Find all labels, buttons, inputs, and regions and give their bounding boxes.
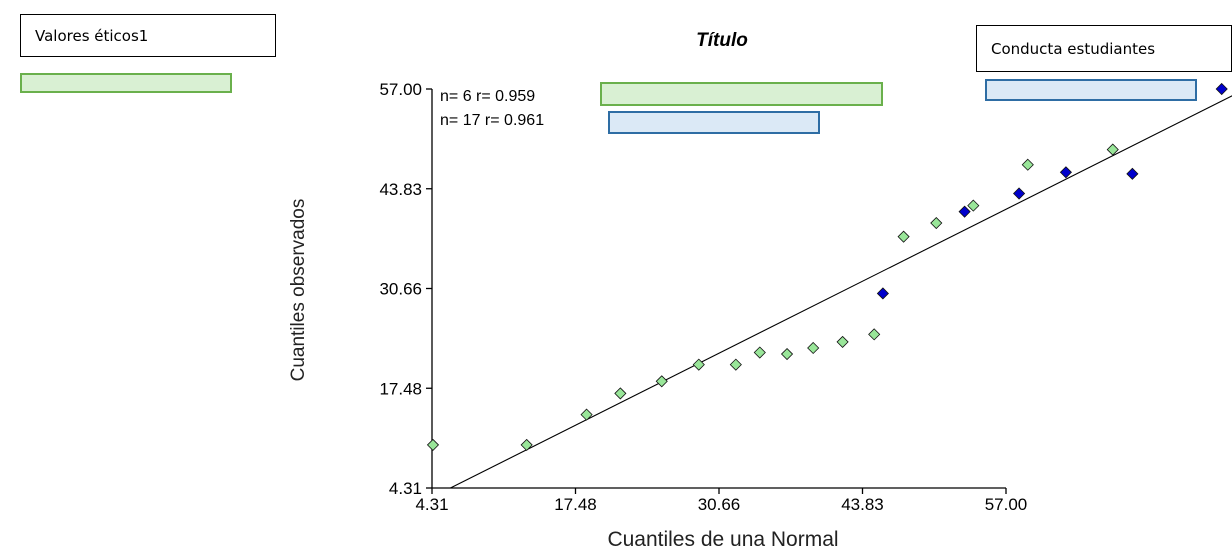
legend-text-valores-eticos: Valores éticos1 bbox=[35, 26, 149, 45]
y-tick-label: 57.00 bbox=[379, 80, 422, 99]
stats-box-valores-eticos bbox=[600, 82, 883, 106]
stats-text: n= 17 r= 0.961 bbox=[440, 112, 544, 129]
data-point-valores-eticos bbox=[807, 341, 820, 355]
y-axis-label: Cuantiles observados bbox=[288, 199, 309, 382]
data-point-valores-eticos bbox=[580, 408, 593, 421]
x-tick-label: 4.31 bbox=[415, 495, 448, 514]
data-point-conducta-estudiantes bbox=[1126, 167, 1139, 180]
data-point-valores-eticos bbox=[780, 347, 794, 361]
data-point-valores-eticos bbox=[753, 346, 766, 359]
data-point-valores-eticos bbox=[836, 335, 849, 348]
data-point-valores-eticos bbox=[520, 438, 533, 451]
data-points bbox=[426, 82, 1228, 451]
x-tick-label: 57.00 bbox=[985, 495, 1028, 514]
stats-annotations: n= 6 r= 0.959 n= 17 r= 0.961 bbox=[440, 88, 544, 129]
legend-swatch-valores-eticos bbox=[20, 73, 232, 93]
x-tick-label: 17.48 bbox=[554, 495, 597, 514]
data-point-valores-eticos bbox=[692, 358, 705, 371]
data-point-valores-eticos bbox=[967, 199, 980, 212]
legend-text-conducta-estudiantes: Conducta estudiantes bbox=[991, 39, 1156, 58]
chart-title: Título bbox=[696, 30, 748, 51]
y-tick-label: 43.83 bbox=[379, 180, 422, 199]
data-point-conducta-estudiantes bbox=[876, 287, 889, 300]
x-tick-label: 43.83 bbox=[841, 495, 884, 514]
fit-line bbox=[450, 95, 1232, 489]
data-point-valores-eticos bbox=[868, 328, 881, 341]
data-point-conducta-estudiantes bbox=[1059, 166, 1072, 179]
data-point-valores-eticos bbox=[655, 375, 668, 388]
data-point-valores-eticos bbox=[1021, 158, 1034, 171]
axes: 4.31 17.48 30.66 43.83 57.00 4.31 17.48 30.66 43… bbox=[379, 80, 1027, 514]
data-point-valores-eticos bbox=[614, 387, 627, 400]
stats-box-conducta-estudiantes bbox=[608, 111, 820, 134]
x-tick-label: 30.66 bbox=[698, 495, 741, 514]
data-point-conducta-estudiantes bbox=[958, 205, 971, 218]
stats-text: n= 6 r= 0.959 bbox=[440, 88, 535, 105]
data-point-valores-eticos bbox=[426, 438, 440, 451]
data-point-conducta-estudiantes bbox=[1215, 82, 1228, 96]
y-tick-label: 30.66 bbox=[379, 280, 422, 299]
fit-line-group bbox=[450, 95, 1232, 489]
x-axis-label: Cuantiles de una Normal bbox=[607, 528, 838, 551]
data-point-valores-eticos bbox=[1106, 143, 1119, 156]
legend-swatch-conducta-estudiantes bbox=[985, 79, 1197, 101]
data-point-conducta-estudiantes bbox=[1013, 187, 1026, 200]
data-point-valores-eticos bbox=[729, 358, 742, 371]
legend-label-valores-eticos: Valores éticos1 bbox=[20, 14, 276, 57]
y-tick-label: 4.31 bbox=[389, 479, 422, 498]
data-point-valores-eticos bbox=[930, 216, 943, 230]
y-tick-label: 17.48 bbox=[379, 379, 422, 398]
data-point-valores-eticos bbox=[897, 230, 910, 243]
